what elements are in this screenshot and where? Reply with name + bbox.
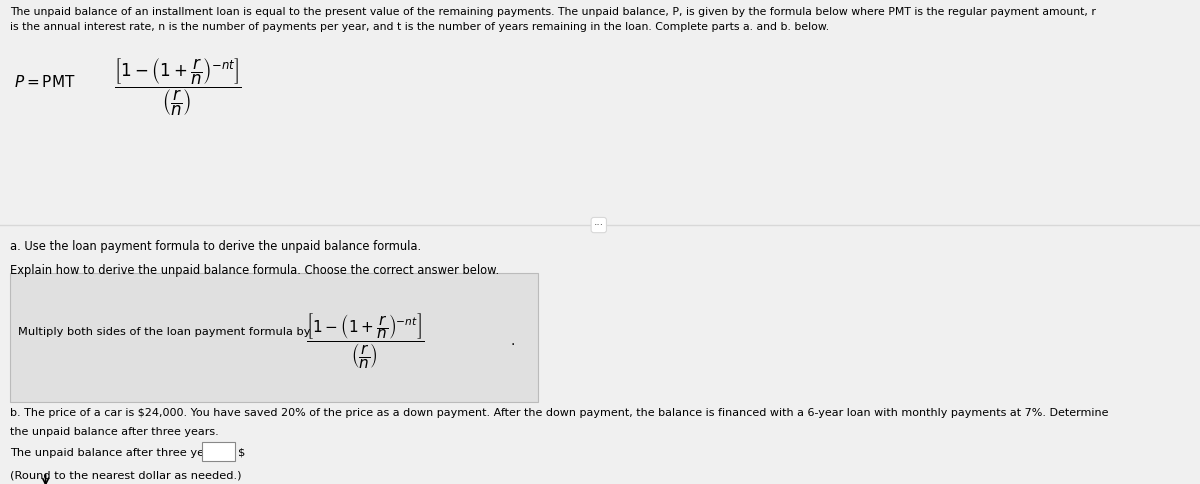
Text: $\dfrac{\left[1 - \left(1 + \dfrac{r}{n}\right)^{-nt}\right]}{\left(\dfrac{r}{n}: $\dfrac{\left[1 - \left(1 + \dfrac{r}{n}… — [114, 56, 241, 118]
Text: Multiply both sides of the loan payment formula by: Multiply both sides of the loan payment … — [18, 327, 311, 336]
FancyBboxPatch shape — [10, 273, 538, 402]
FancyBboxPatch shape — [202, 442, 235, 461]
Text: $P = \mathrm{PMT}$: $P = \mathrm{PMT}$ — [14, 74, 76, 91]
Text: ···: ··· — [594, 220, 604, 230]
Text: is the annual interest rate, n is the number of payments per year, and t is the : is the annual interest rate, n is the nu… — [10, 22, 829, 32]
Text: b. The price of a car is $24,000. You have saved 20% of the price as a down paym: b. The price of a car is $24,000. You ha… — [10, 408, 1108, 418]
Text: (Round to the nearest dollar as needed.): (Round to the nearest dollar as needed.) — [10, 470, 241, 481]
Text: .: . — [510, 334, 515, 348]
Text: The unpaid balance after three years is $: The unpaid balance after three years is … — [10, 448, 245, 458]
Text: .: . — [238, 448, 241, 458]
Text: the unpaid balance after three years.: the unpaid balance after three years. — [10, 427, 218, 437]
Text: $\dfrac{\left[1 - \left(1 + \dfrac{r}{n}\right)^{-nt}\right]}{\left(\dfrac{r}{n}: $\dfrac{\left[1 - \left(1 + \dfrac{r}{n}… — [306, 311, 425, 371]
Text: Explain how to derive the unpaid balance formula. Choose the correct answer belo: Explain how to derive the unpaid balance… — [10, 264, 499, 277]
Text: a. Use the loan payment formula to derive the unpaid balance formula.: a. Use the loan payment formula to deriv… — [10, 240, 421, 253]
Text: The unpaid balance of an installment loan is equal to the present value of the r: The unpaid balance of an installment loa… — [10, 7, 1096, 17]
